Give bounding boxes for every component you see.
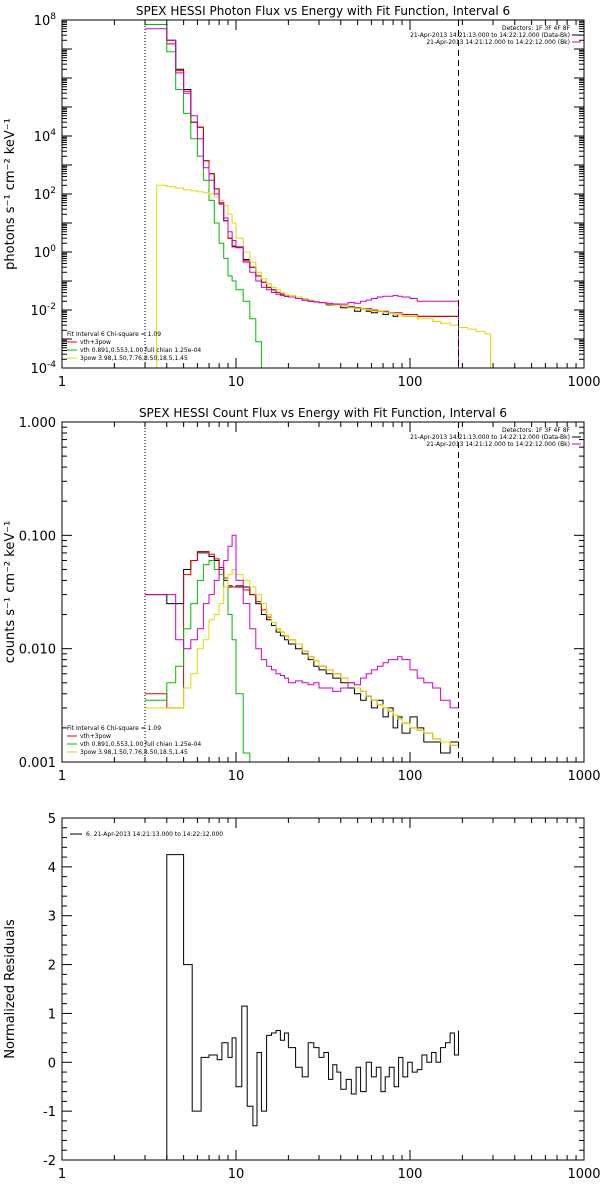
x-tick-label: 10 [228,375,245,390]
y-tick-label: 0.100 [19,529,56,544]
series-group [145,24,491,368]
x-tick-label: 100 [398,1167,423,1182]
legend-entry: vth+3pow [80,733,111,740]
y-tick-label: 5 [48,812,56,827]
y-axis-label: photons s⁻¹ cm⁻² keV⁻¹ [3,118,18,270]
chart-title: SPEX HESSI Photon Flux vs Energy with Fi… [136,4,510,18]
y-tick-label: 102 [34,186,56,203]
legend-entry: 21-Apr-2013 14:21:13.000 to 14:22:12.000… [410,32,570,39]
y-tick-label: 0.010 [19,643,56,658]
series-group [145,854,459,1160]
x-tick-label: 1000 [567,375,600,390]
panel-3: 1 10 100 1000 -2 -1 0 1 2 3 4 5 Normalized Residuals… [3,812,600,1182]
y-tick-label: 100 [34,244,57,261]
series-line-2 [145,24,459,317]
y-tick-label: 0.001 [19,756,56,771]
y-tick-label: 10-2 [30,302,56,319]
y-tick-label: -2 [43,1154,56,1169]
legend-entry: Detectors: 1F 3F 4F 8F [502,25,571,32]
y-tick-label: 1 [48,1007,56,1022]
y-tick-label: 108 [34,12,57,29]
legend-entry: vth+3pow [80,339,111,346]
plot-frame [61,421,585,763]
y-axis-label: counts s⁻¹ cm⁻² keV⁻¹ [3,521,18,664]
legend-entry: 21-Apr-2013 14:21:13.000 to 14:22:12.000… [410,434,570,441]
chart-title: SPEX HESSI Count Flux vs Energy with Fit… [139,406,507,420]
plot-frame [61,817,585,1161]
series-line-5 [145,28,459,368]
x-tick-label: 1 [58,375,66,390]
legend-entry: Fit Interval 6 Chi-square = 1.09 [67,725,161,732]
panel-1: SPEX HESSI Photon Flux vs Energy with Fi… [3,4,600,390]
x-tick-label: 1 [58,1167,66,1182]
y-tick-label: 3 [48,910,56,925]
y-tick-label: 104 [34,128,57,145]
y-tick-label: -1 [43,1105,56,1120]
x-tick-label: 1 [58,769,66,784]
series-group [145,534,459,762]
plot-frame [61,19,585,369]
x-tick-label: 10 [228,769,245,784]
y-axis-label: Normalized Residuals [3,919,18,1059]
legend-entry: vth 0.891,0.553,1.00 full chian 1.25e-04 [80,347,201,354]
legend-entry: Detectors: 1F 3F 4F 8F [502,427,571,434]
x-tick-label: 1000 [567,769,600,784]
legend-entry: vth 0.891,0.553,1.00 full chian 1.25e-04 [80,741,201,748]
y-tick-label: 1.000 [19,416,56,431]
x-tick-label: 1000 [567,1167,600,1182]
legend-entry: 21-Apr-2013 14:21:12.000 to 14:22:12.000… [426,39,570,46]
series-line-4 [145,569,459,750]
series-line-1 [145,854,459,1160]
series-line-1 [145,552,459,754]
series-line-4 [145,184,491,368]
panel-2: SPEX HESSI Count Flux vs Energy with Fit… [3,406,600,784]
y-tick-label: 4 [48,861,56,876]
y-tick-label: 10-4 [30,360,56,377]
series-line-3 [145,560,256,762]
y-tick-label: 0 [48,1056,56,1071]
legend-entry: 3pow 3.98,1.50,7.76,8.50,18.5,1.45 [80,355,188,362]
series-line-3 [145,24,289,368]
series-line-1 [145,24,459,317]
legend-entry: 6. 21-Apr-2013 14:21:13.000 to 14:22:12.… [86,831,223,838]
legend-entry: Fit Interval 6 Chi-square = 1.09 [67,331,161,338]
x-tick-label: 100 [398,375,423,390]
y-tick-label: 2 [48,959,56,974]
legend-entry: 3pow 3.98,1.50,7.76,8.50,18.5,1.45 [80,749,188,756]
x-tick-label: 10 [228,1167,245,1182]
x-tick-label: 100 [398,769,423,784]
legend-entry: 21-Apr-2013 14:21:12.000 to 14:22:12.000… [426,441,570,448]
series-line-5 [145,534,459,709]
